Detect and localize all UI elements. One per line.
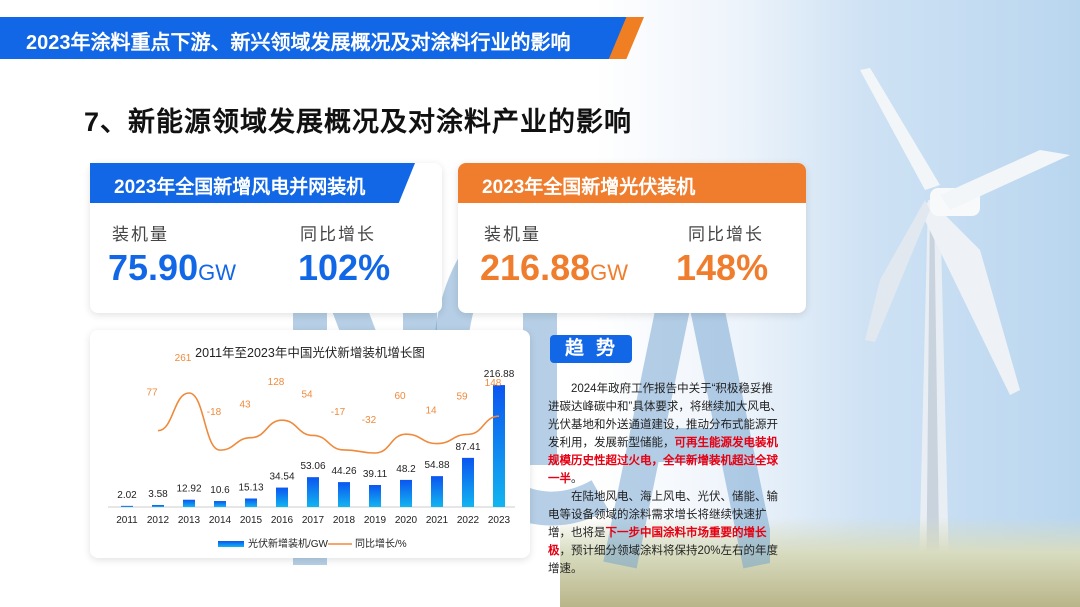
x-tick-2021: 2021 xyxy=(426,515,449,526)
wind-growth-value: 102% xyxy=(298,247,391,288)
bar-label-2014: 10.6 xyxy=(210,485,230,496)
bar-label-2012: 3.58 xyxy=(148,489,168,500)
growth-label-2023: 148 xyxy=(485,378,502,389)
chart-card: 2011年至2023年中国光伏新增装机增长图 2.02 2011 3.58 2012 7… xyxy=(90,330,530,558)
trend-title: 趋势 xyxy=(550,335,632,363)
bar-label-2023: 216.88 xyxy=(484,369,515,380)
growth-label-2015: 43 xyxy=(239,400,251,411)
growth-label-2018: -17 xyxy=(331,407,346,418)
bar-label-2018: 44.26 xyxy=(331,466,356,477)
bar-2021 xyxy=(431,476,443,507)
bar-2019 xyxy=(369,485,381,507)
solar-capacity-value: 216.88GW xyxy=(480,247,628,288)
x-tick-2022: 2022 xyxy=(457,515,480,526)
solar-card: 2023年全国新增光伏装机 装机量 同比增长 216.88GW 148% xyxy=(458,163,806,313)
header-bar: 2023年涂料重点下游、新兴领域发展概况及对涂料行业的影响 xyxy=(0,17,640,59)
bar-2011 xyxy=(121,505,133,507)
growth-label-2017: 54 xyxy=(301,389,313,400)
x-tick-2012: 2012 xyxy=(147,515,170,526)
bar-2013 xyxy=(183,499,195,507)
section-title: 7、新能源领域发展概况及对涂料产业的影响 xyxy=(84,107,633,137)
solar-capacity-label: 装机量 xyxy=(484,225,541,244)
bar-label-2013: 12.92 xyxy=(176,484,201,495)
bar-2018 xyxy=(338,482,350,507)
trend-text: 2024年政府工作报告中关于“积极稳妥推进碳达峰碳中和”具体要求，将继续加大风电… xyxy=(548,383,782,575)
wind-card-title: 2023年全国新增风电并网装机 xyxy=(90,163,415,203)
header-title: 2023年涂料重点下游、新兴领域发展概况及对涂料行业的影响 xyxy=(26,32,571,54)
chart-title: 2011年至2023年中国光伏新增装机增长图 xyxy=(195,345,425,360)
x-tick-2013: 2013 xyxy=(178,515,201,526)
x-tick-2019: 2019 xyxy=(364,515,387,526)
wind-turbine-image xyxy=(860,68,1070,607)
wind-growth-label: 同比增长 xyxy=(300,225,376,244)
x-tick-2015: 2015 xyxy=(240,515,263,526)
bar-2012 xyxy=(152,504,164,507)
wind-capacity-value: 75.90GW xyxy=(108,247,236,288)
bar-label-2017: 53.06 xyxy=(300,461,325,472)
bar-2020 xyxy=(400,479,412,507)
growth-label-2013: 261 xyxy=(175,353,192,364)
growth-label-2022: 59 xyxy=(456,391,468,402)
x-tick-2020: 2020 xyxy=(395,515,418,526)
wind-capacity-label: 装机量 xyxy=(112,225,169,244)
bar-label-2015: 15.13 xyxy=(238,482,263,493)
bar-label-2020: 48.2 xyxy=(396,464,416,475)
growth-line xyxy=(157,392,500,454)
solar-card-title: 2023年全国新增光伏装机 xyxy=(458,163,806,203)
growth-label-2019: -32 xyxy=(362,415,377,426)
bar-2016 xyxy=(276,487,288,507)
bar-2015 xyxy=(245,498,257,507)
solar-growth-value: 148% xyxy=(676,247,769,288)
bar-label-2016: 34.54 xyxy=(269,472,294,483)
bar-2014 xyxy=(214,501,226,507)
pv-chart: 2011年至2023年中国光伏新增装机增长图 2.02 2011 3.58 2012 7… xyxy=(108,345,515,550)
x-tick-2014: 2014 xyxy=(209,515,232,526)
wind-card: 2023年全国新增风电并网装机 装机量 同比增长 75.90GW 102% xyxy=(90,163,442,313)
x-tick-2011: 2011 xyxy=(116,515,138,526)
growth-label-2012: 77 xyxy=(146,388,158,399)
growth-label-2014: -18 xyxy=(207,407,222,418)
x-tick-2023: 2023 xyxy=(488,515,511,526)
growth-label-2020: 60 xyxy=(394,391,406,402)
legend-line-label: 同比增长/% xyxy=(355,537,407,550)
x-tick-2018: 2018 xyxy=(333,515,356,526)
bar-2023 xyxy=(493,385,505,507)
growth-label-2021: 14 xyxy=(425,406,437,417)
bar-label-2022: 87.41 xyxy=(455,442,480,453)
legend-bar-label: 光伏新增装机/GW xyxy=(248,537,329,550)
x-tick-2017: 2017 xyxy=(302,515,325,526)
bar-2022 xyxy=(462,457,474,507)
bar-2017 xyxy=(307,477,319,507)
x-tick-2016: 2016 xyxy=(271,515,294,526)
solar-growth-label: 同比增长 xyxy=(688,225,764,244)
bar-label-2019: 39.11 xyxy=(363,469,388,480)
legend-bar-swatch xyxy=(218,541,244,547)
bar-label-2021: 54.88 xyxy=(424,460,449,471)
growth-label-2016: 128 xyxy=(268,377,285,388)
bar-label-2011: 2.02 xyxy=(117,490,137,501)
